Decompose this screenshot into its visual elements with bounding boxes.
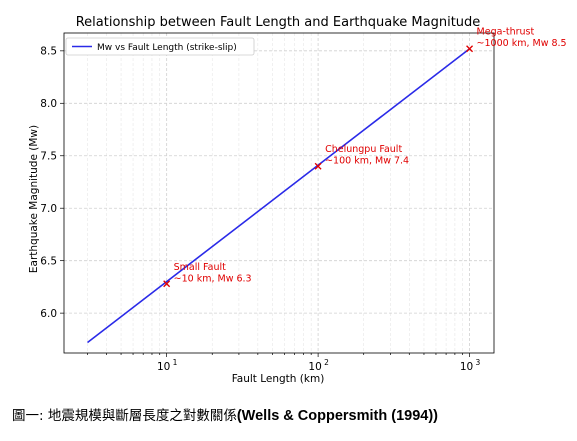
legend: Mw vs Fault Length (strike-slip) [65,37,255,56]
x-axis-label: Fault Length (km) [232,373,325,385]
marker-stroke [163,280,171,288]
x-tick-label-exponent: 2 [324,358,329,367]
grid [64,33,494,353]
x-tick-label-exponent: 1 [173,358,178,367]
x-tick-label: 10 2 [308,358,329,373]
y-tick-label: 7.0 [40,203,57,215]
x-tick-label: 10 3 [460,358,481,373]
marker-stroke [466,45,474,53]
annotation-line: Small Fault [174,262,226,273]
y-tick-label: 8.5 [40,46,57,58]
annotation-layer: Small Fault~10 km, Mw 6.3 Chelungpu Fault… [174,27,567,285]
data-point-marker [314,162,322,170]
legend-label: Mw vs Fault Length (strike-slip) [97,43,237,53]
data-point-marker [466,45,474,53]
caption-prefix: 圖一: 地震規模與斷層長度之對數關係 [12,408,237,424]
axis-ticks: 6.06.57.07.58.08.510 1 10 2 10 3 [40,46,480,373]
data-annotation: Small Fault~10 km, Mw 6.3 [174,262,252,285]
x-tick-label: 10 1 [157,358,178,373]
caption-citation: (Wells & Coppersmith (1994)) [236,408,439,424]
x-tick-label-base: 10 [460,361,473,373]
series-layer [87,48,471,344]
data-point-marker [163,280,171,288]
y-tick-label: 8.0 [40,98,57,110]
annotation-line: ~100 km, Mw 7.4 [325,156,409,167]
y-axis-label: Earthquake Magnitude (Mw) [28,125,40,273]
annotation-line: ~1000 km, Mw 8.5 [477,38,567,49]
annotation-line: Chelungpu Fault [325,144,402,155]
y-tick-label: 6.0 [40,308,57,320]
annotation-line: ~10 km, Mw 6.3 [174,273,252,284]
x-tick-label-base: 10 [308,361,321,373]
legend-box [65,37,255,56]
data-annotation: Mega-thrust~1000 km, Mw 8.5 [477,27,567,50]
x-tick-label-base: 10 [157,361,170,373]
series-line [87,48,471,344]
x-tick-label-exponent: 3 [476,358,481,367]
marker-layer [163,45,474,288]
marker-stroke [314,162,322,170]
chart-title: Relationship between Fault Length and Ea… [76,15,481,30]
data-annotation: Chelungpu Fault~100 km, Mw 7.4 [325,144,409,167]
chart: 6.06.57.07.58.08.510 1 10 2 10 3 Small Fault~… [28,15,567,385]
figure-caption: 圖一: 地震規模與斷層長度之對數關係(Wells & Coppersmith (… [12,404,572,424]
y-tick-label: 7.5 [40,151,57,163]
annotation-line: Mega-thrust [477,27,535,38]
y-tick-label: 6.5 [40,255,57,267]
plot-frame [63,32,495,354]
